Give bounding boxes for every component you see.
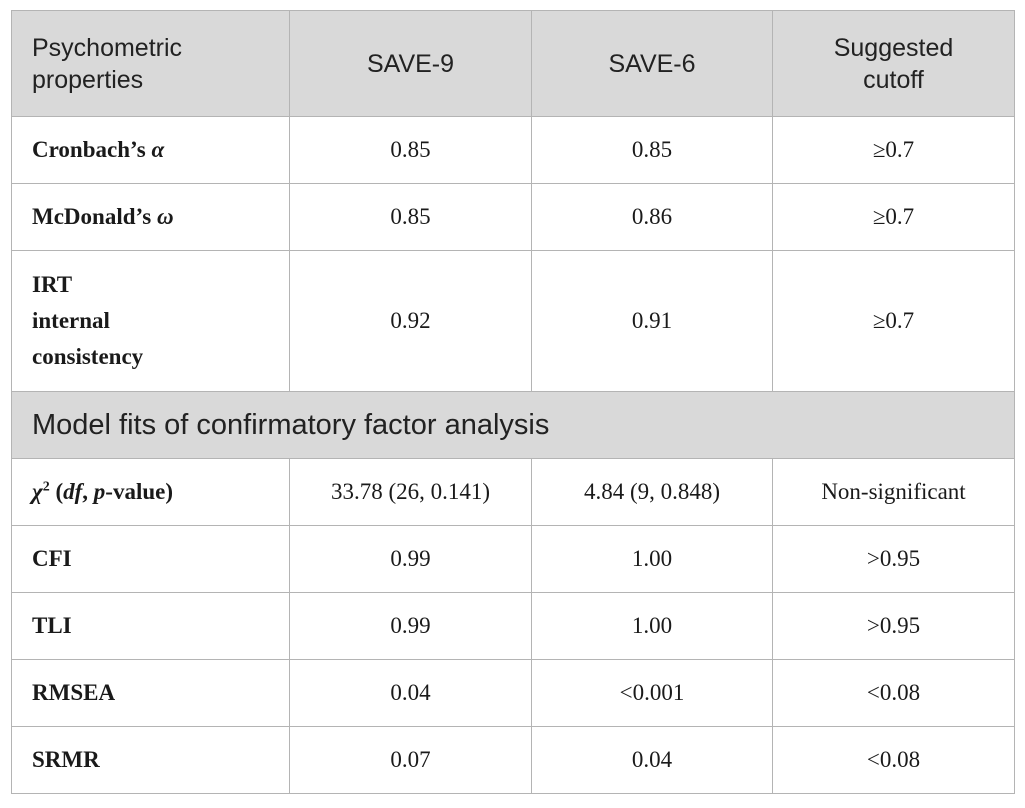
row-label-tli: TLI bbox=[11, 592, 290, 660]
cell-cutoff: <0.08 bbox=[772, 726, 1015, 794]
table-row: McDonald’s ω 0.85 0.86 ≥0.7 bbox=[11, 183, 1015, 251]
cell-cutoff: ≥0.7 bbox=[772, 183, 1015, 251]
cell-save-9: 33.78 (26, 0.141) bbox=[289, 458, 532, 526]
cell-save-6: 4.84 (9, 0.848) bbox=[531, 458, 773, 526]
table-row: RMSEA 0.04 <0.001 <0.08 bbox=[11, 659, 1015, 727]
cell-save-9: 0.85 bbox=[289, 116, 532, 184]
cell-save-6: 0.86 bbox=[531, 183, 773, 251]
cell-save-9: 0.99 bbox=[289, 592, 532, 660]
cell-save-9: 0.85 bbox=[289, 183, 532, 251]
table-row: IRT internal consistency 0.92 0.91 ≥0.7 bbox=[11, 250, 1015, 392]
section-title: Model fits of confirmatory factor analys… bbox=[11, 391, 1015, 459]
row-label-mcdonald-omega: McDonald’s ω bbox=[11, 183, 290, 251]
cell-cutoff: >0.95 bbox=[772, 592, 1015, 660]
table-row: TLI 0.99 1.00 >0.95 bbox=[11, 592, 1015, 660]
cell-cutoff: ≥0.7 bbox=[772, 116, 1015, 184]
cell-save-6: 0.04 bbox=[531, 726, 773, 794]
cell-save-9: 0.99 bbox=[289, 525, 532, 593]
row-label-cronbach-alpha: Cronbach’s α bbox=[11, 116, 290, 184]
header-suggested-cutoff: Suggested cutoff bbox=[772, 10, 1015, 117]
row-label-cfi: CFI bbox=[11, 525, 290, 593]
header-psychometric-properties: Psychometric properties bbox=[11, 10, 290, 117]
row-label-chi-square: χ2 (df, p-value) bbox=[11, 458, 290, 526]
table-header-row: Psychometric properties SAVE-9 SAVE-6 Sug… bbox=[11, 10, 1015, 117]
table-row: Cronbach’s α 0.85 0.85 ≥0.7 bbox=[11, 116, 1015, 184]
cell-save-6: 1.00 bbox=[531, 525, 773, 593]
section-header-row: Model fits of confirmatory factor analys… bbox=[11, 391, 1015, 459]
cell-save-6: <0.001 bbox=[531, 659, 773, 727]
table-row: SRMR 0.07 0.04 <0.08 bbox=[11, 726, 1015, 794]
cell-save-9: 0.04 bbox=[289, 659, 532, 727]
cell-save-6: 0.85 bbox=[531, 116, 773, 184]
cell-save-9: 0.92 bbox=[289, 250, 532, 392]
cell-save-9: 0.07 bbox=[289, 726, 532, 794]
cell-cutoff: <0.08 bbox=[772, 659, 1015, 727]
header-save-9: SAVE-9 bbox=[289, 10, 532, 117]
table-row: CFI 0.99 1.00 >0.95 bbox=[11, 525, 1015, 593]
table-row: χ2 (df, p-value) 33.78 (26, 0.141) 4.84 … bbox=[11, 458, 1015, 526]
row-label-rmsea: RMSEA bbox=[11, 659, 290, 727]
header-save-6: SAVE-6 bbox=[531, 10, 773, 117]
row-label-irt-internal-consistency: IRT internal consistency bbox=[11, 250, 290, 392]
psychometric-properties-table: Psychometric properties SAVE-9 SAVE-6 Sug… bbox=[11, 10, 1015, 794]
cell-save-6: 1.00 bbox=[531, 592, 773, 660]
cell-cutoff: ≥0.7 bbox=[772, 250, 1015, 392]
cell-save-6: 0.91 bbox=[531, 250, 773, 392]
cell-cutoff: Non-significant bbox=[772, 458, 1015, 526]
cell-cutoff: >0.95 bbox=[772, 525, 1015, 593]
row-label-srmr: SRMR bbox=[11, 726, 290, 794]
